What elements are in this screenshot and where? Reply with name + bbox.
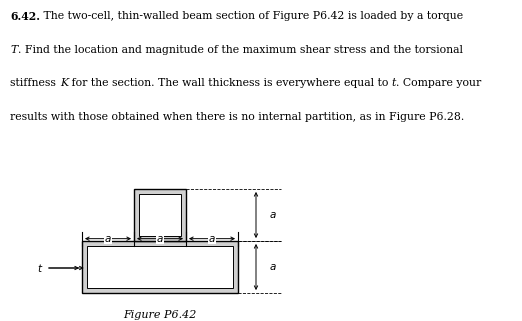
- Bar: [134, 189, 186, 241]
- Text: . Compare your: . Compare your: [396, 78, 481, 89]
- Bar: [87, 246, 233, 288]
- Text: stiffness: stiffness: [10, 78, 60, 89]
- Text: K: K: [60, 78, 68, 89]
- Text: $t$: $t$: [37, 262, 43, 274]
- Text: . Find the location and magnitude of the maximum shear stress and the torsional: . Find the location and magnitude of the…: [18, 45, 462, 55]
- Text: results with those obtained when there is no internal partition, as in Figure P6: results with those obtained when there i…: [10, 112, 465, 122]
- Text: $a$: $a$: [156, 234, 164, 244]
- Text: $a$: $a$: [269, 210, 277, 220]
- Bar: [82, 241, 238, 293]
- Text: $a$: $a$: [269, 262, 277, 272]
- Text: $a$: $a$: [208, 234, 216, 244]
- Text: T: T: [10, 45, 18, 55]
- Text: for the section. The wall thickness is everywhere equal to: for the section. The wall thickness is e…: [68, 78, 392, 89]
- Text: Figure P6.42: Figure P6.42: [123, 310, 197, 320]
- Text: $a$: $a$: [104, 234, 112, 244]
- Text: The two-cell, thin-walled beam section of Figure P6.42 is loaded by a torque: The two-cell, thin-walled beam section o…: [40, 11, 464, 21]
- Text: 6.42.: 6.42.: [10, 11, 40, 22]
- Text: t: t: [392, 78, 396, 89]
- Bar: [139, 194, 181, 236]
